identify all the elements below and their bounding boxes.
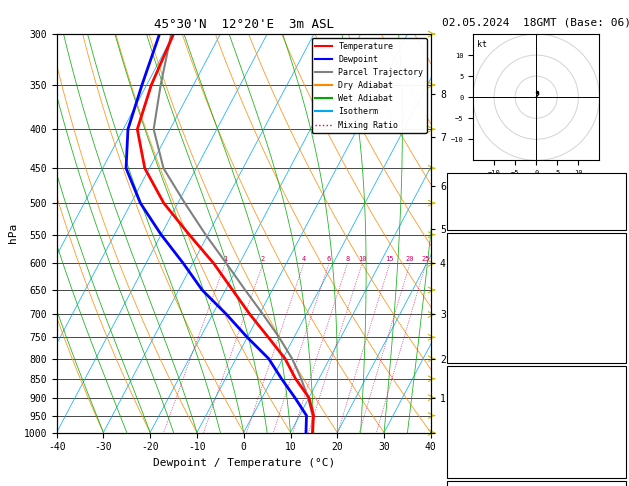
Text: 6: 6 bbox=[327, 256, 331, 262]
Text: Pressure (mb)  1008: Pressure (mb) 1008 bbox=[449, 390, 563, 399]
Text: K              28: K 28 bbox=[449, 180, 551, 190]
Text: © weatheronline.co.uk: © weatheronline.co.uk bbox=[474, 470, 598, 480]
Legend: Temperature, Dewpoint, Parcel Trajectory, Dry Adiabat, Wet Adiabat, Isotherm, Mi: Temperature, Dewpoint, Parcel Trajectory… bbox=[312, 38, 426, 133]
Text: 25: 25 bbox=[422, 256, 430, 262]
Y-axis label: km
ASL: km ASL bbox=[459, 223, 477, 244]
Text: 10: 10 bbox=[358, 256, 367, 262]
Text: kt: kt bbox=[477, 40, 487, 49]
Text: Totals Totals  47: Totals Totals 47 bbox=[449, 198, 551, 208]
Text: 02.05.2024  18GMT (Base: 06): 02.05.2024 18GMT (Base: 06) bbox=[442, 17, 629, 27]
Text: 15: 15 bbox=[386, 256, 394, 262]
X-axis label: Dewpoint / Temperature (°C): Dewpoint / Temperature (°C) bbox=[153, 458, 335, 468]
Text: CIN (J)        8: CIN (J) 8 bbox=[449, 347, 545, 357]
Text: Lifted Index   2: Lifted Index 2 bbox=[449, 426, 545, 435]
Title: 45°30'N  12°20'E  3m ASL: 45°30'N 12°20'E 3m ASL bbox=[153, 18, 334, 32]
Text: Lifted Index   2: Lifted Index 2 bbox=[449, 311, 545, 321]
Y-axis label: hPa: hPa bbox=[8, 223, 18, 243]
Text: 20: 20 bbox=[406, 256, 415, 262]
Text: 1: 1 bbox=[223, 256, 227, 262]
Text: θₑ(K)          313: θₑ(K) 313 bbox=[449, 293, 557, 303]
Text: 2: 2 bbox=[261, 256, 265, 262]
Text: Most Unstable: Most Unstable bbox=[497, 372, 576, 382]
Text: 4: 4 bbox=[302, 256, 306, 262]
Text: LCL: LCL bbox=[543, 428, 558, 437]
Text: 8: 8 bbox=[345, 256, 350, 262]
Text: Temp (°C)      14.7: Temp (°C) 14.7 bbox=[449, 257, 563, 267]
Text: PW (cm)        2.69: PW (cm) 2.69 bbox=[449, 216, 563, 226]
Text: θₑ (K)         313: θₑ (K) 313 bbox=[449, 408, 557, 417]
Text: CAPE (J)       33: CAPE (J) 33 bbox=[449, 444, 551, 453]
Text: CAPE (J)       33: CAPE (J) 33 bbox=[449, 329, 551, 339]
Text: Surface: Surface bbox=[515, 239, 557, 249]
Text: CIN (J)        8: CIN (J) 8 bbox=[449, 462, 545, 471]
Text: Dewp (°C)      13.3: Dewp (°C) 13.3 bbox=[449, 275, 563, 285]
